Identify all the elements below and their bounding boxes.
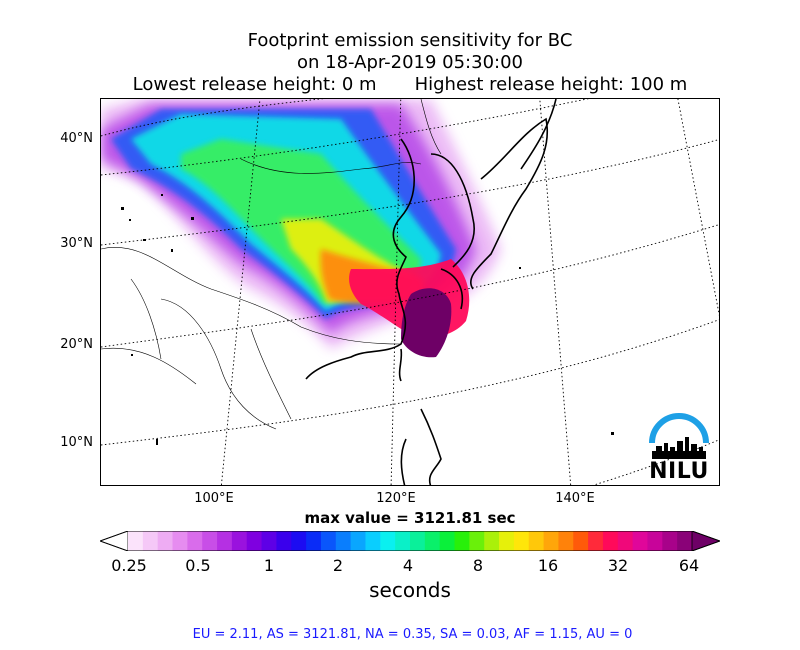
colorbar-tick: 1: [263, 556, 275, 575]
colorbar-segment: [662, 531, 678, 551]
colorbar-segment: [142, 531, 159, 551]
nilu-logo-text: NILU: [649, 459, 709, 484]
colorbar-segment: [617, 531, 634, 551]
lat-label-30n: 30°N: [60, 236, 93, 251]
colorbar-tick: 32: [607, 556, 629, 575]
footprint-map: NILU: [100, 98, 720, 486]
colorbar-segment: [380, 531, 396, 551]
nilu-logo-graphic: [649, 413, 709, 459]
colorbar-segment: [320, 531, 337, 551]
colorbar-segment: [187, 531, 203, 551]
max-value: max value = 3121.81 sec: [304, 509, 516, 527]
highest-release-height: Highest release height: 100 m: [414, 74, 688, 95]
colorbar-segment: [677, 531, 693, 551]
colorbar-segment: [217, 531, 233, 551]
colorbar-segment: [202, 531, 218, 551]
colorbar-segment: [128, 531, 144, 551]
lat-label-40n: 40°N: [60, 131, 93, 146]
colorbar-segment: [558, 531, 574, 551]
colorbar-tick: 64: [678, 556, 700, 575]
sensitivity-plume: [101, 99, 501, 358]
colorbar-segment: [231, 531, 248, 551]
colorbar-segment: [484, 531, 500, 551]
title-line-1: Footprint emission sensitivity for BC: [247, 30, 573, 51]
map-canvas: [101, 99, 719, 485]
colorbar-tick: 8: [472, 556, 484, 575]
colorbar-segment: [543, 531, 559, 551]
release-heights: Lowest release height: 0 m Highest releas…: [0, 74, 800, 96]
country-borders: [101, 99, 442, 430]
colorbar-max-extend: [691, 530, 722, 552]
colorbar-segment: [513, 531, 530, 551]
lon-label-100e: 100°E: [194, 491, 234, 506]
lowest-release-height: Lowest release height: 0 m: [132, 74, 377, 95]
title-line-2: on 18-Apr-2019 05:30:00: [296, 52, 523, 73]
colorbar-segment: [632, 531, 648, 551]
colorbar-segment: [276, 531, 292, 551]
colorbar-segment: [365, 531, 381, 551]
colorbar-segment: [395, 531, 411, 551]
colorbar-segment: [499, 531, 515, 551]
coastlines: [305, 99, 557, 485]
lat-label-20n: 20°N: [60, 337, 93, 352]
colorbar-segment: [157, 531, 174, 551]
colorbar-segment: [246, 531, 263, 551]
colorbar-segment: [424, 531, 441, 551]
colorbar-segment: [350, 531, 366, 551]
colorbar-tick: 16: [537, 556, 559, 575]
colorbar-graphic: [98, 530, 722, 552]
colorbar-tick: 2: [332, 556, 344, 575]
colorbar-tick: 4: [402, 556, 414, 575]
colorbar-segment: [172, 531, 188, 551]
colorbar-segment: [647, 531, 663, 551]
colorbar-label: seconds: [369, 578, 451, 602]
colorbar-segment: [439, 531, 456, 551]
colorbar-segment: [469, 531, 485, 551]
lat-label-10n: 10°N: [60, 435, 93, 450]
colorbar-segment: [602, 531, 619, 551]
lon-label-120e: 120°E: [376, 491, 416, 506]
colorbar: [98, 530, 722, 552]
colorbar-segment: [588, 531, 604, 551]
islands: [121, 194, 614, 445]
colorbar-tick: 0.25: [111, 556, 147, 575]
colorbar-segment: [335, 531, 352, 551]
region-stats: EU = 2.11, AS = 3121.81, NA = 0.35, SA =…: [192, 627, 633, 642]
colorbar-segment: [454, 531, 470, 551]
colorbar-min-extend: [98, 530, 129, 552]
colorbar-tick: 0.5: [185, 556, 211, 575]
colorbar-segment: [306, 531, 322, 551]
nilu-logo: NILU: [646, 413, 712, 485]
colorbar-segment: [573, 531, 589, 551]
colorbar-segment: [291, 531, 307, 551]
lon-label-140e: 140°E: [555, 491, 595, 506]
colorbar-segment: [528, 531, 545, 551]
graticule: [101, 99, 719, 485]
colorbar-segment: [410, 531, 426, 551]
colorbar-segment: [261, 531, 277, 551]
